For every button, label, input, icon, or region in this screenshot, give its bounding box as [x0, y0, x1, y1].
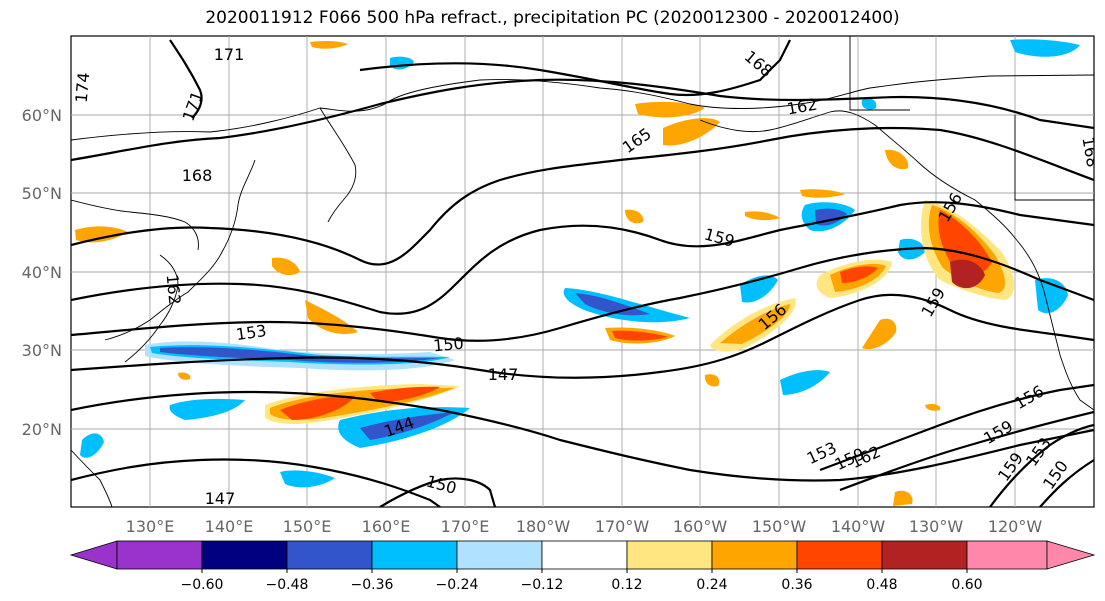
colorbar-segment: [201, 540, 288, 570]
graticule: [71, 36, 1094, 507]
precip-area: [178, 372, 191, 380]
precip-area: [280, 395, 355, 420]
precip-area: [1010, 39, 1080, 57]
lat-label: 60°N: [22, 106, 62, 125]
precip-area: [885, 149, 909, 170]
colorbar-tick-label: −0.12: [521, 577, 564, 593]
precip-area: [75, 226, 128, 243]
precip-area: [370, 386, 440, 402]
contour-label: 174: [72, 71, 94, 103]
precip-area: [938, 210, 992, 276]
precip-area: [720, 304, 790, 344]
precip-area: [272, 257, 300, 276]
precip-area: [80, 433, 104, 458]
colorbar-segment: [711, 540, 798, 570]
colorbar-segment: [116, 540, 203, 570]
colorbar-ticks: [201, 569, 968, 573]
lon-label: 130°W: [909, 517, 964, 536]
lon-label: 130°E: [126, 517, 175, 536]
colorbar: [69, 540, 1096, 570]
lon-label: 180°W: [516, 517, 571, 536]
precip-area: [169, 398, 245, 420]
precip-area: [625, 209, 644, 224]
colorbar-segment: [796, 540, 883, 570]
lat-label: 20°N: [22, 420, 62, 439]
lon-label: 140°E: [205, 517, 254, 536]
lat-label: 50°N: [22, 184, 62, 203]
contour-label: 147: [205, 489, 236, 508]
colorbar-tick-label: 0.36: [781, 577, 812, 593]
lat-label: 30°N: [22, 341, 62, 360]
precip-area: [745, 211, 780, 221]
lon-label: 170°E: [441, 517, 490, 536]
lon-label: 120°W: [988, 517, 1043, 536]
lon-label: 160°W: [673, 517, 728, 536]
colorbar-tick-label: 0.24: [696, 577, 727, 593]
lon-label: 160°E: [362, 517, 411, 536]
precip-area: [950, 259, 985, 289]
precip-area: [360, 412, 455, 440]
precip-area: [663, 118, 720, 146]
colorbar-tick-label: −0.36: [351, 577, 394, 593]
contour-label: 150: [432, 334, 464, 356]
contour-label: 168: [182, 166, 213, 185]
colorbar-tick-label: 0.12: [611, 577, 642, 593]
contour-label: 162: [163, 273, 185, 305]
colorbar-segment: [881, 540, 968, 570]
lat-label: 40°N: [22, 263, 62, 282]
colorbar-segment: [966, 540, 1048, 570]
colorbar-segment: [1046, 540, 1096, 570]
lon-label: 150°W: [752, 517, 807, 536]
contour-label: 171: [214, 45, 245, 64]
refractivity-contours: [71, 39, 1094, 507]
precip-area: [310, 40, 348, 49]
lon-label: 170°W: [595, 517, 650, 536]
precip-area: [780, 370, 830, 395]
colorbar-tick-label: −0.60: [181, 577, 224, 593]
precip-area: [861, 98, 877, 110]
lon-label: 140°W: [831, 517, 886, 536]
precip-area: [925, 403, 941, 411]
lon-label: 150°E: [283, 517, 332, 536]
contour-label: 153: [235, 321, 268, 344]
colorbar-tick-label: −0.24: [436, 577, 479, 593]
precip-area: [635, 101, 705, 118]
precip-area: [575, 293, 650, 316]
longitude-labels: 130°E 140°E 150°E 160°E 170°E 180°W 170°…: [126, 517, 1043, 536]
precip-area: [840, 266, 878, 283]
colorbar-segment: [626, 540, 713, 570]
figure-title: 2020011912 F066 500 hPa refract., precip…: [205, 8, 900, 28]
precip-area: [893, 490, 913, 506]
colorbar-tick-labels: −0.60 −0.48 −0.36 −0.24 −0.12 0.12 0.24 …: [181, 577, 983, 593]
colorbar-segment: [541, 540, 628, 570]
colorbar-segment: [456, 540, 543, 570]
colorbar-segment: [286, 540, 373, 570]
colorbar-tick-label: −0.48: [266, 577, 309, 593]
precip-area: [280, 470, 335, 488]
precip-area: [862, 318, 897, 350]
contour-label: 147: [488, 365, 519, 384]
colorbar-tick-label: 0.48: [866, 577, 897, 593]
contour-label: 168: [1078, 135, 1102, 168]
colorbar-segment: [69, 540, 118, 570]
precip-area: [800, 189, 845, 198]
colorbar-tick-label: 0.60: [951, 577, 982, 593]
precip-area: [704, 374, 720, 387]
latitude-labels: 60°N 50°N 40°N 30°N 20°N: [22, 106, 62, 439]
precip-area: [612, 330, 668, 341]
colorbar-segment: [371, 540, 458, 570]
map-frame: [70, 35, 1095, 508]
